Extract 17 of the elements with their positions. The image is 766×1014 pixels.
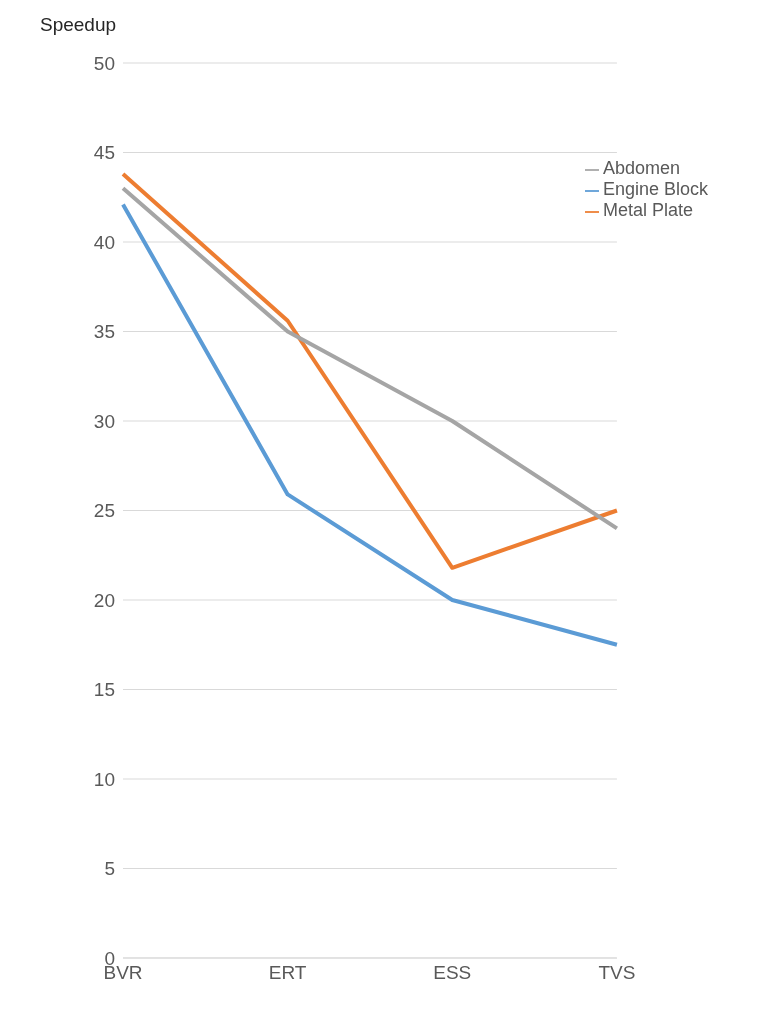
y-tick-label: 45 (93, 142, 115, 164)
x-tick-label: ERT (268, 962, 307, 984)
y-tick-label: 15 (93, 679, 115, 701)
y-tick-label: 20 (93, 589, 115, 611)
y-tick-label: 50 (93, 52, 115, 74)
y-tick-label: 35 (93, 321, 115, 343)
legend-label: Engine Block (602, 179, 708, 199)
x-tick-label: ESS (433, 962, 472, 984)
y-tick-label: 40 (93, 231, 115, 253)
legend-label: Metal Plate (602, 200, 693, 220)
y-tick-label: 25 (93, 500, 115, 522)
y-axis-title: Speedup (40, 14, 117, 36)
y-tick-label: 30 (93, 410, 115, 432)
x-tick-label: TVS (598, 962, 636, 984)
y-tick-label: 5 (104, 858, 115, 880)
y-tick-label: 10 (93, 768, 115, 790)
legend-label: Abdomen (602, 158, 680, 178)
